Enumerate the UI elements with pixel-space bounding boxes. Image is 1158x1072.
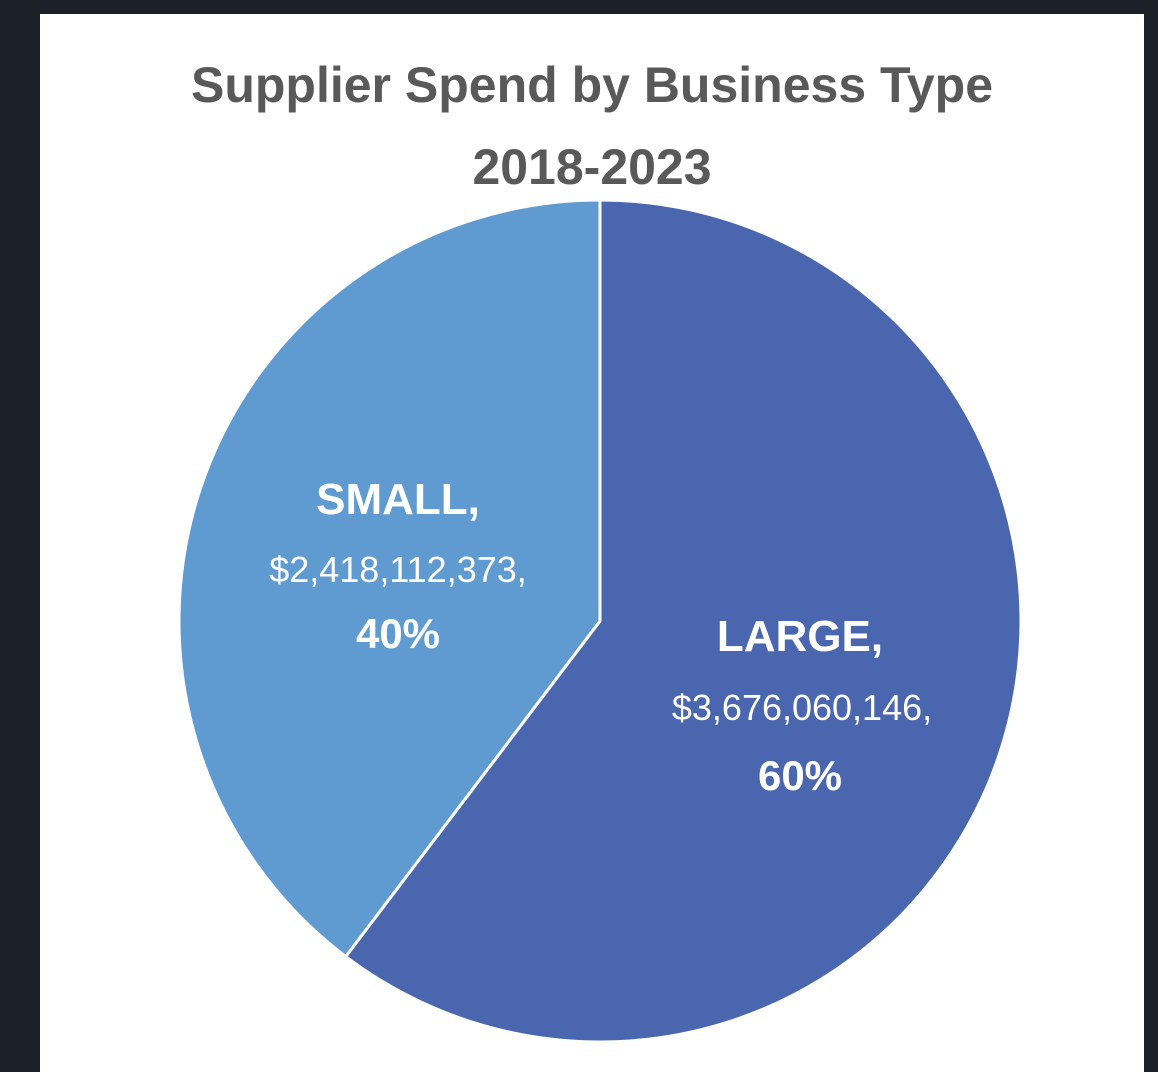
chart-panel: Supplier Spend by Business Type 2018-202…: [40, 14, 1144, 1072]
slice-label-large: LARGE, $3,676,060,146, 60%: [672, 612, 932, 799]
slice-label-small-percent: 40%: [356, 610, 440, 657]
slice-label-small-value: $2,418,112,373,: [269, 549, 527, 590]
slice-label-large-name: LARGE,: [717, 612, 883, 661]
slice-label-large-percent: 60%: [758, 752, 842, 799]
chart-title-line2: 2018-2023: [472, 139, 712, 195]
slice-label-small-name: SMALL,: [316, 475, 480, 524]
slice-label-large-value: $3,676,060,146,: [672, 687, 932, 728]
pie-chart: SMALL, $2,418,112,373, 40% LARGE, $3,676…: [177, 198, 1023, 1044]
chart-title-line1: Supplier Spend by Business Type: [190, 57, 994, 113]
pie-slice-small[interactable]: [177, 198, 602, 959]
pie-slice-large[interactable]: [343, 198, 1023, 1044]
slice-label-small: SMALL, $2,418,112,373, 40%: [269, 475, 527, 657]
